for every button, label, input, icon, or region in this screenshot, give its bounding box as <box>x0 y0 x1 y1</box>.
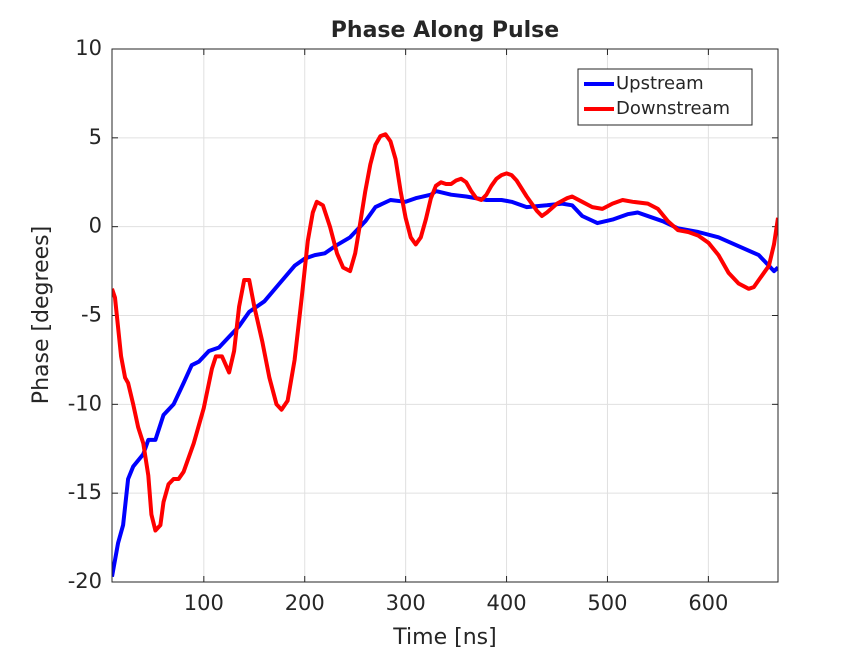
series-line <box>112 132 778 533</box>
chart-title: Phase Along Pulse <box>331 18 559 43</box>
y-axis-label: Phase [degrees] <box>29 226 54 404</box>
axes-box <box>111 48 779 583</box>
y-tick-label: 5 <box>89 125 102 149</box>
x-tick-label: 400 <box>487 591 527 615</box>
y-tick-label: -20 <box>68 569 102 593</box>
x-tick-label: 300 <box>386 591 426 615</box>
x-tick-label: 100 <box>184 591 224 615</box>
legend-label: Upstream <box>616 73 704 94</box>
legend-box <box>577 68 753 126</box>
y-tick-label: -5 <box>81 303 102 327</box>
x-axis-label: Time [ns] <box>392 625 496 650</box>
x-tick-label: 500 <box>587 591 627 615</box>
x-tick-label: 200 <box>285 591 325 615</box>
y-tick-label: -10 <box>68 391 102 415</box>
y-tick-label: 10 <box>75 36 102 60</box>
y-tick-label: 0 <box>89 214 102 238</box>
legend-label: Downstream <box>616 98 730 119</box>
x-tick-label: 600 <box>688 591 728 615</box>
y-tick-label: -15 <box>68 480 102 504</box>
series-line <box>112 189 778 578</box>
